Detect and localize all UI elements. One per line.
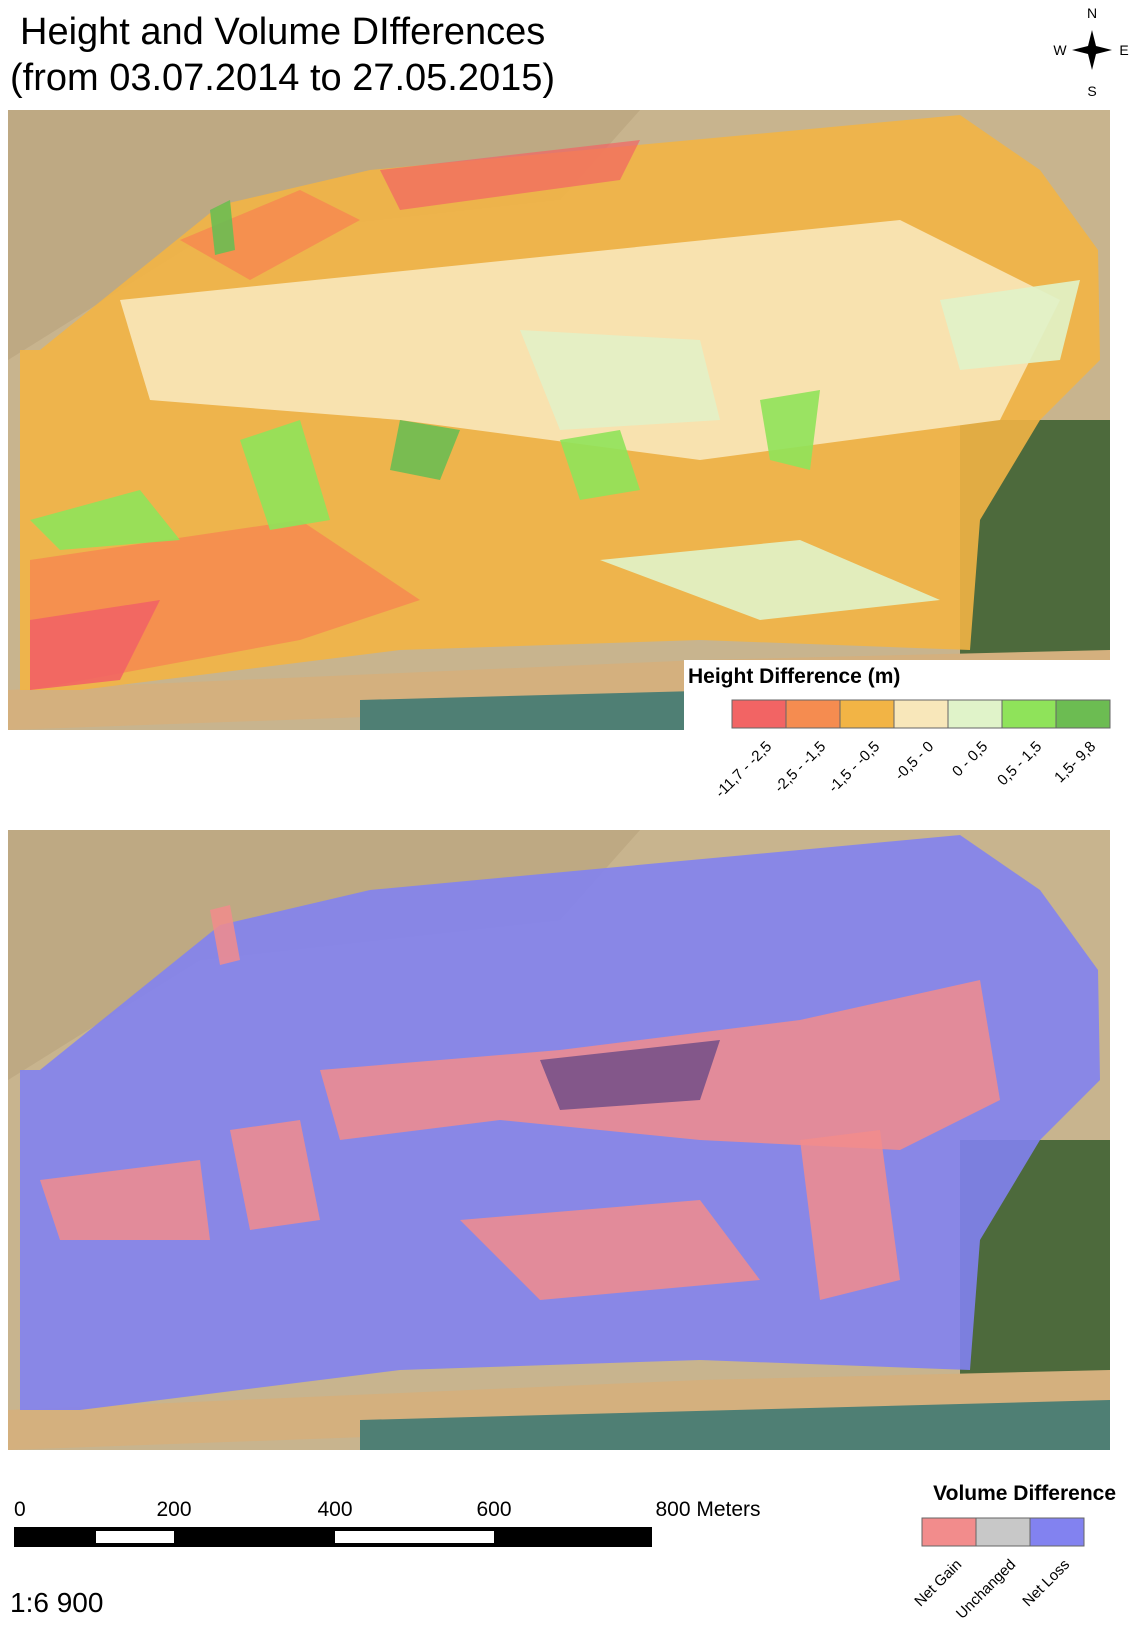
legend-label: -11,7 - -2,5 <box>712 738 775 801</box>
title-line: (from 03.07.2014 to 27.05.2015) <box>10 57 555 99</box>
compass: N E S W <box>1053 5 1128 99</box>
compass-label: S <box>1087 83 1096 99</box>
legend-label: Net Gain <box>911 1556 965 1610</box>
page: Height and Volume DIfferences (from 03.0… <box>0 0 1136 1637</box>
scale-ratio: 1:6 900 <box>10 1587 103 1618</box>
height-legend: -11,7 - -2,5-2,5 - -1,5-1,5 - -0,5-0,5 -… <box>712 700 1110 801</box>
legend-swatch <box>894 700 948 728</box>
legend-swatch <box>1002 700 1056 728</box>
legend-swatch <box>732 700 786 728</box>
compass-label: W <box>1053 42 1067 58</box>
legend-swatch <box>1030 1518 1084 1546</box>
compass-label: N <box>1087 5 1097 21</box>
legend-swatch <box>922 1518 976 1546</box>
scale-label: 400 <box>317 1498 352 1521</box>
scale-label: 800 Meters <box>655 1498 760 1521</box>
legend-swatch <box>786 700 840 728</box>
height-map <box>8 110 1110 730</box>
legend-label: 1,5- 9,8 <box>1051 738 1099 786</box>
legend-label: 0 - 0,5 <box>949 738 991 780</box>
legend-swatch <box>976 1518 1030 1546</box>
scale-label: 0 <box>14 1498 26 1521</box>
volume-map <box>8 830 1110 1450</box>
legend-label: -2,5 - -1,5 <box>771 738 829 796</box>
compass-label: E <box>1119 42 1128 58</box>
legend-label: 0,5 - 1,5 <box>994 738 1045 789</box>
legend-title: Volume Difference <box>933 1482 1116 1505</box>
scale-label: 600 <box>476 1498 511 1521</box>
legend-swatch <box>840 700 894 728</box>
legend-label: Net Loss <box>1019 1556 1073 1610</box>
legend-swatch <box>948 700 1002 728</box>
legend-label: -1,5 - -0,5 <box>825 738 883 796</box>
map-sheet: Height and Volume DIfferences (from 03.0… <box>0 0 1136 1637</box>
legend-label: -0,5 - 0 <box>892 738 938 784</box>
scale-bar: 0 200 400 600 800 Meters <box>14 1498 761 1547</box>
legend-title: Height Difference (m) <box>688 665 900 688</box>
title-line: Height and Volume DIfferences <box>20 11 545 53</box>
scale-label: 200 <box>156 1498 191 1521</box>
legend-swatch <box>1056 700 1110 728</box>
